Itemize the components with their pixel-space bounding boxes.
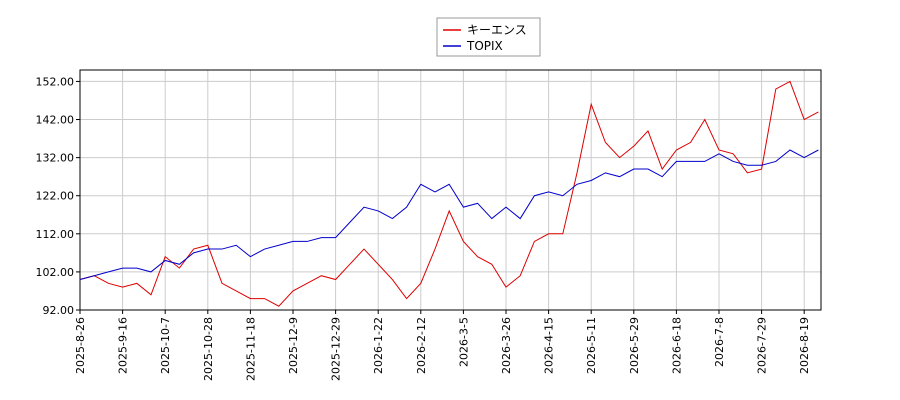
y-tick-label: 142.00 bbox=[36, 114, 75, 127]
x-tick-label: 2025-9-16 bbox=[117, 317, 130, 374]
x-tick-label: 2026-7-29 bbox=[756, 317, 769, 374]
y-tick-label: 152.00 bbox=[36, 75, 75, 88]
line-series bbox=[79, 80, 819, 307]
x-tick-label: 2026-2-12 bbox=[415, 317, 428, 374]
x-tick-label: 2025-8-26 bbox=[74, 317, 87, 374]
x-tick-label: 2026-1-22 bbox=[372, 317, 385, 374]
legend-box bbox=[436, 17, 541, 57]
x-tick-label: 2025-10-28 bbox=[202, 317, 215, 381]
x-tick-label: 2026-7-8 bbox=[713, 317, 726, 367]
plot-frame bbox=[79, 69, 822, 311]
y-tick-label: 92.00 bbox=[43, 304, 75, 317]
x-tick-label: 2026-8-19 bbox=[798, 317, 811, 374]
y-tick-label: 122.00 bbox=[36, 190, 75, 203]
x-tick-label: 2025-12-9 bbox=[287, 317, 300, 374]
x-tick-label: 2026-3-5 bbox=[457, 317, 470, 367]
x-tick-label: 2026-5-29 bbox=[628, 317, 641, 374]
x-tick-label: 2026-4-15 bbox=[543, 317, 556, 374]
x-tick-label: 2025-12-29 bbox=[330, 317, 343, 381]
x-tick-label: 2026-5-11 bbox=[585, 317, 598, 374]
x-tick-label: 2026-6-18 bbox=[670, 317, 683, 374]
x-tick-label: 2025-10-7 bbox=[159, 317, 172, 374]
y-tick-label: 132.00 bbox=[36, 152, 75, 165]
x-tick-label: 2025-11-18 bbox=[244, 317, 257, 381]
line-series bbox=[79, 149, 819, 281]
y-tick-label: 102.00 bbox=[36, 266, 75, 279]
legend-label: TOPIX bbox=[466, 39, 503, 53]
x-tick-label: 2026-3-26 bbox=[500, 317, 513, 374]
y-tick-label: 112.00 bbox=[36, 228, 75, 241]
legend-label: キーエンス bbox=[467, 23, 527, 37]
